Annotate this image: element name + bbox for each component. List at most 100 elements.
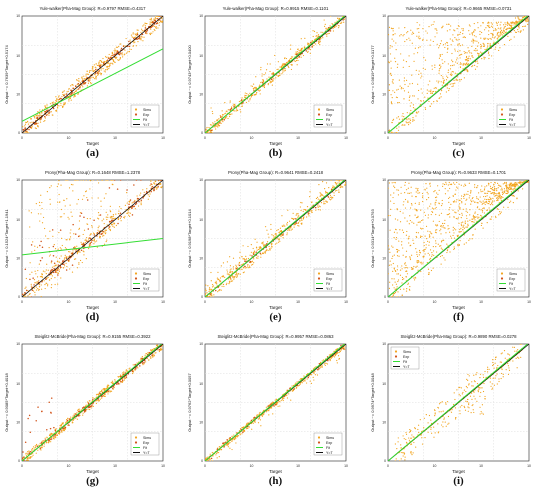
simu-point [41, 201, 43, 204]
simu-point [409, 256, 411, 258]
simu-point [206, 296, 208, 297]
simu-point [401, 229, 404, 231]
simu-point [401, 268, 403, 270]
simu-point [499, 32, 501, 34]
simu-point [115, 46, 118, 48]
legend-marker [500, 277, 504, 280]
simu-point [404, 207, 407, 209]
simu-point [477, 206, 479, 208]
simu-point [441, 84, 443, 86]
simu-point [207, 285, 209, 287]
simu-point [124, 215, 126, 217]
simu-point [107, 216, 109, 218]
simu-point [469, 238, 471, 240]
simu-point [460, 217, 462, 219]
y-equals-t-line [22, 16, 163, 133]
simu-point [404, 40, 406, 43]
simu-point [444, 227, 446, 229]
simu-point [290, 229, 292, 231]
simu-point [232, 266, 235, 268]
simu-point [39, 204, 41, 207]
simu-point [430, 39, 432, 41]
legend-marker [134, 272, 138, 275]
x-tick-label: 10 [113, 300, 117, 304]
simu-point [496, 32, 498, 34]
simu-point [450, 25, 452, 27]
simu-point [398, 126, 400, 128]
simu-point [229, 100, 231, 102]
simu-point [82, 180, 85, 181]
simu-point [119, 217, 122, 220]
simu-point [391, 257, 393, 260]
exp-point [50, 438, 53, 440]
exp-point [78, 410, 80, 413]
simu-point [447, 190, 449, 192]
simu-point [446, 87, 448, 89]
simu-point [494, 36, 496, 38]
simu-point [46, 104, 48, 106]
exp-point [233, 105, 235, 108]
simu-point [436, 229, 438, 231]
simu-point [233, 277, 235, 279]
simu-point [222, 283, 225, 286]
simu-point [427, 97, 429, 99]
simu-point [129, 367, 131, 369]
simu-point [208, 287, 211, 289]
legend-marker [317, 108, 321, 111]
simu-point [23, 132, 25, 133]
simu-point [407, 91, 410, 93]
simu-point [290, 68, 293, 71]
simu-point [470, 199, 472, 201]
simu-point [435, 196, 438, 198]
simu-point [431, 103, 433, 105]
simu-point [474, 201, 476, 204]
simu-point [432, 250, 435, 252]
simu-point [483, 29, 486, 31]
simu-point [61, 237, 63, 239]
simu-point [395, 283, 398, 285]
simu-point [338, 25, 340, 27]
simu-point [55, 109, 58, 111]
simu-point [35, 443, 38, 446]
simu-point [496, 182, 499, 184]
exp-point [44, 110, 47, 113]
simu-point [216, 277, 219, 279]
simu-point [29, 262, 31, 264]
simu-point [391, 121, 393, 124]
simu-point [118, 210, 120, 212]
simu-point [435, 28, 437, 30]
exp-point [49, 438, 51, 440]
simu-point [449, 216, 451, 218]
simu-point [125, 369, 127, 371]
simu-point [435, 245, 437, 248]
simu-point [454, 183, 456, 185]
simu-point [517, 185, 519, 187]
simu-point [302, 54, 305, 57]
simu-point [456, 199, 458, 201]
simu-point [453, 228, 456, 230]
simu-point [98, 214, 100, 216]
legend-entry: Exp [509, 113, 515, 117]
simu-point [85, 73, 87, 75]
simu-point [426, 191, 428, 193]
simu-point [444, 61, 446, 63]
simu-point [79, 82, 81, 84]
simu-point [391, 131, 393, 133]
simu-point [494, 182, 496, 184]
simu-point [485, 198, 488, 201]
simu-point [55, 427, 57, 430]
simu-point [338, 189, 340, 191]
simu-point [38, 263, 40, 265]
simu-point [56, 260, 59, 263]
simu-point [60, 277, 62, 279]
exp-point [53, 267, 55, 270]
simu-point [449, 183, 451, 185]
simu-point [136, 199, 138, 201]
simu-point [119, 58, 121, 61]
simu-point [478, 216, 480, 218]
fit-line [388, 16, 528, 133]
simu-point [498, 194, 500, 197]
simu-point [278, 75, 280, 77]
simu-point [466, 226, 468, 228]
simu-point [262, 241, 264, 243]
